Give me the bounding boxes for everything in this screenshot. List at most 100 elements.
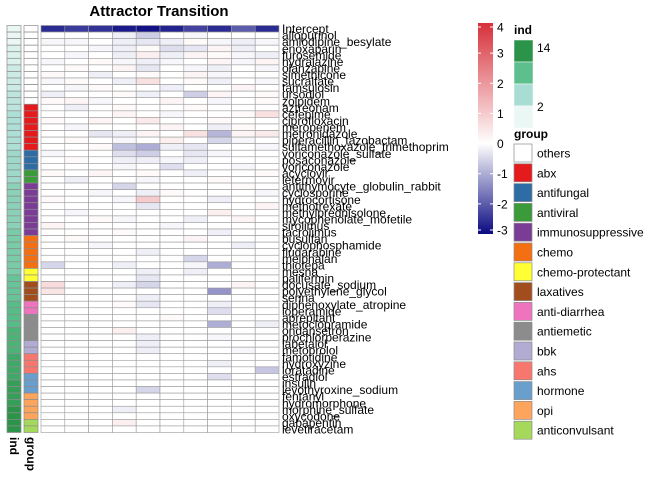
heatmap-cell — [40, 314, 66, 322]
heatmap-cell — [88, 176, 113, 184]
ind-annotation-cell — [6, 333, 22, 341]
group-annotation-cell — [23, 294, 39, 302]
heatmap-cell — [40, 254, 66, 263]
ind-annotation-cell — [6, 208, 22, 217]
heatmap-cell — [183, 333, 208, 341]
heatmap-cell — [159, 307, 185, 315]
heatmap-cell — [112, 320, 137, 328]
group-annotation-cell — [23, 419, 39, 427]
heatmap-cell — [183, 366, 208, 374]
heatmap-cell — [207, 202, 232, 210]
heatmap-cell — [88, 149, 113, 158]
heatmap-cell — [88, 399, 113, 407]
ind-annotation-cell — [6, 143, 22, 151]
heatmap-cell — [88, 340, 113, 348]
heatmap-cell — [112, 379, 137, 387]
chart-title: Attractor Transition — [89, 3, 228, 20]
ind-annotation-cell — [6, 366, 22, 374]
group-annotation-cell — [23, 379, 39, 387]
row-label: tamsulosin — [282, 81, 339, 95]
heatmap-cells — [40, 25, 280, 433]
heatmap-cell — [40, 64, 66, 72]
row-label: morphine_sulfate — [282, 403, 374, 417]
heatmap-cell — [135, 176, 161, 184]
heatmap-cell — [207, 136, 232, 144]
row-label: Intercept — [282, 22, 329, 36]
heatmap-cell — [88, 136, 113, 144]
heatmap-cell — [254, 103, 280, 112]
row-label: methylprednisolone — [282, 206, 386, 220]
heatmap-cell — [88, 274, 113, 282]
heatmap-cell — [207, 386, 232, 394]
heatmap-cell — [231, 320, 256, 328]
group-annotation-cell — [23, 268, 39, 276]
ind-annotation-cell — [6, 31, 22, 39]
heatmap-cell — [159, 38, 185, 46]
heatmap-cell — [64, 44, 89, 53]
heatmap-cell — [135, 314, 161, 322]
heatmap-cell — [231, 110, 256, 118]
heatmap-cell — [254, 222, 280, 230]
group-annotation-cell — [23, 228, 39, 236]
row-label: thiotepa — [282, 258, 325, 272]
ind-annotation-cell — [6, 346, 22, 355]
ind-annotation-cell — [6, 313, 22, 322]
group-annotation-cell — [23, 97, 39, 105]
heatmap-cell — [135, 300, 161, 309]
heatmap-cell — [112, 143, 137, 151]
heatmap-cell — [112, 163, 137, 171]
heatmap-cell — [88, 103, 113, 112]
heatmap-cell — [183, 399, 208, 407]
heatmap-cell — [207, 149, 232, 158]
heatmap-cell — [64, 110, 89, 118]
group-legend-label: anticonvulsant — [537, 424, 614, 438]
heatmap-cell — [88, 156, 113, 164]
heatmap-cell — [88, 346, 113, 355]
heatmap-cell — [231, 130, 256, 138]
heatmap-cell — [254, 149, 280, 158]
heatmap-cell — [88, 25, 113, 33]
heatmap-cell — [40, 51, 66, 59]
heatmap-cell — [159, 300, 185, 309]
heatmap-cell — [135, 51, 161, 59]
row-label: metoclopramide — [282, 317, 368, 331]
ind-annotation-cell — [6, 419, 22, 427]
heatmap-cell — [112, 314, 137, 322]
heatmap-cell — [254, 130, 280, 138]
heatmap-cell — [64, 123, 89, 131]
heatmap-cell — [183, 123, 208, 131]
heatmap-cell — [64, 346, 89, 355]
row-label: hydralazine — [282, 55, 344, 69]
heatmap-cell — [207, 64, 232, 72]
heatmap-cell — [231, 346, 256, 355]
group-legend-swatch — [513, 302, 533, 321]
heatmap-cell — [159, 90, 185, 99]
heatmap-cell — [40, 287, 66, 295]
heatmap-cell — [254, 44, 280, 53]
row-label: fentanyl — [282, 390, 324, 404]
heatmap-cell — [159, 156, 185, 164]
heatmap-cell — [88, 31, 113, 39]
heatmap-cell — [207, 340, 232, 348]
heatmap-cell — [207, 405, 232, 414]
group-legend-swatch — [513, 361, 533, 381]
heatmap-cell — [64, 333, 89, 341]
group-annotation-cell — [23, 208, 39, 217]
heatmap-cell — [40, 320, 66, 328]
heatmap-cell — [183, 379, 208, 387]
ind-annotation-cell — [6, 379, 22, 387]
ind-annotation-cell — [6, 97, 22, 105]
heatmap-cell — [40, 143, 66, 151]
heatmap-cell — [112, 38, 137, 46]
heatmap-cell — [135, 77, 161, 85]
group-annotation-cell — [23, 149, 39, 158]
ind-annotation-cell — [6, 320, 22, 328]
colorbar-tick-label: -3 — [497, 224, 508, 238]
heatmap-cell — [64, 189, 89, 197]
heatmap-cell — [159, 58, 185, 66]
heatmap-cell — [254, 25, 280, 33]
heatmap-cell — [183, 314, 208, 322]
heatmap-cell — [159, 117, 185, 125]
group-annotation-cell — [23, 281, 39, 289]
colorbar-gradient — [478, 23, 493, 234]
